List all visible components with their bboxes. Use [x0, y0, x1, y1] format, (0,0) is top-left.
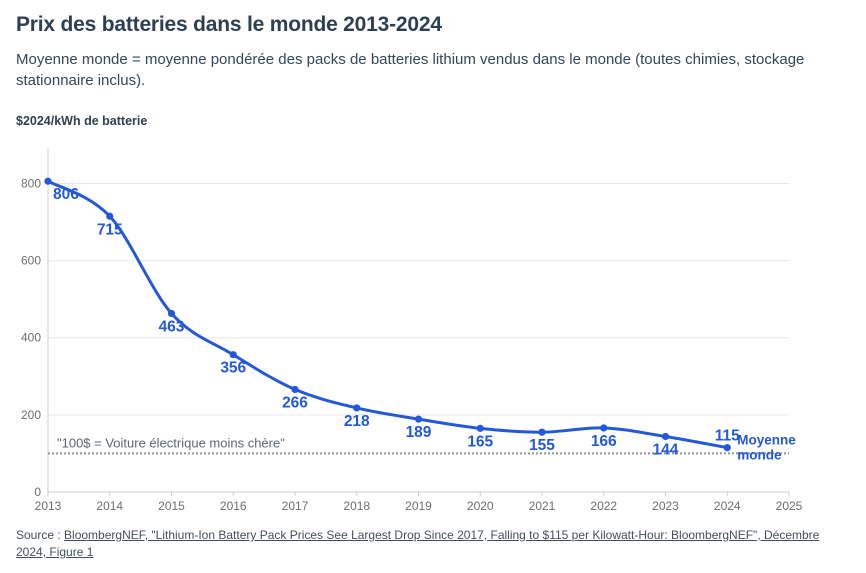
data-point: [414, 415, 423, 423]
page-title: Prix des batteries dans le monde 2013-20…: [16, 13, 442, 36]
y-tick-label: 200: [21, 408, 41, 422]
data-point-label: 115: [715, 428, 740, 445]
data-point-label: 165: [467, 433, 493, 450]
data-point-label: 144: [653, 441, 679, 458]
y-tick-label: 400: [21, 331, 41, 345]
series-end-label: Moyenne: [737, 432, 796, 447]
data-point: [44, 177, 52, 185]
data-point-label: 166: [591, 433, 617, 450]
reference-line-annotation: "100$ = Voiture électrique moins chère": [57, 435, 285, 450]
series-line-moyenne-monde: [46, 179, 729, 450]
data-point-label: 266: [282, 394, 308, 411]
x-tick-label: 2016: [220, 499, 247, 513]
y-axis-unit-label: $2024/kWh de batterie: [16, 114, 148, 128]
series-points: [44, 177, 731, 452]
data-point: [723, 444, 731, 452]
series-point-labels: 806 715 463 356 266 218 189 165 155 166 144 115: [53, 186, 740, 458]
data-point-label: 356: [220, 360, 246, 377]
data-point: [291, 385, 299, 394]
x-tick-label: 2024: [714, 499, 741, 513]
x-tick-label: 2020: [467, 499, 494, 513]
data-point: [538, 428, 546, 436]
y-tick-label: 0: [34, 485, 41, 499]
data-point: [600, 424, 608, 432]
data-point-label: 155: [529, 437, 555, 454]
x-tick-label: 2017: [282, 499, 309, 513]
data-point: [229, 351, 237, 359]
x-axis: 2013 2014 2015 2016 2017 2018 2019 2020 2021 2022…: [35, 492, 803, 513]
x-tick-label: 2014: [96, 499, 123, 513]
data-point-label: 218: [344, 413, 370, 430]
x-tick-label: 2015: [158, 499, 185, 513]
source-link[interactable]: BloombergNEF, "Lithium-Ion Battery Pack …: [16, 528, 820, 559]
series-end-label: monde: [737, 447, 782, 462]
page-subtitle: Moyenne monde = moyenne pondérée des pac…: [16, 51, 805, 90]
y-tick-label: 600: [21, 254, 41, 268]
x-tick-label: 2022: [590, 499, 617, 513]
x-tick-label: 2025: [776, 499, 803, 513]
data-point: [167, 309, 176, 318]
data-point-label: 463: [159, 318, 185, 335]
data-point-label: 715: [97, 221, 123, 238]
x-tick-label: 2021: [529, 499, 556, 513]
y-tick-label: 800: [21, 176, 41, 190]
source-prefix: Source :: [16, 528, 65, 542]
x-tick-label: 2018: [343, 499, 370, 513]
gridlines: 0 200 400 600 800: [21, 176, 789, 499]
x-tick-label: 2023: [652, 499, 679, 513]
source-line: Source : BloombergNEF, "Lithium-Ion Batt…: [16, 527, 850, 561]
data-point: [106, 212, 114, 220]
data-point-label: 806: [53, 186, 79, 203]
data-point: [353, 404, 361, 412]
data-point-label: 189: [406, 424, 432, 441]
data-point: [476, 424, 484, 432]
data-point: [661, 432, 670, 441]
x-tick-label: 2013: [35, 499, 62, 513]
x-tick-label: 2019: [405, 499, 432, 513]
